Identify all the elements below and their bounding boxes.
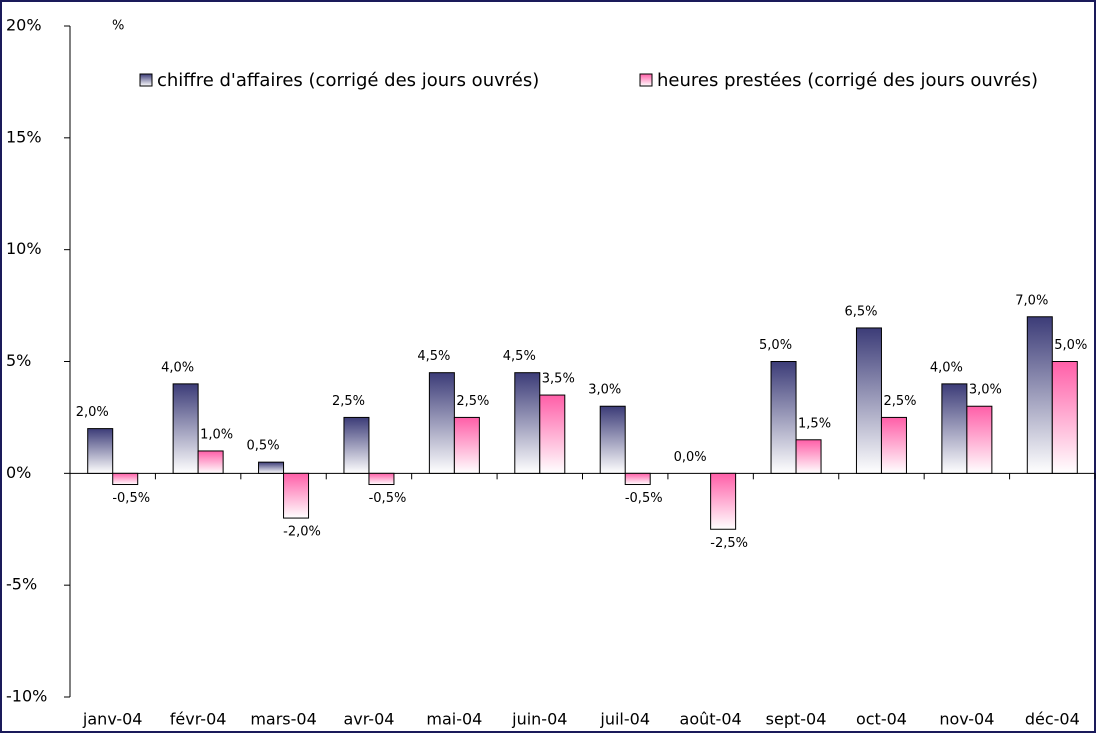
bar	[368, 472, 395, 486]
bar	[197, 450, 224, 474]
data-label: 2,5%	[332, 394, 365, 409]
data-label: 7,0%	[1015, 293, 1048, 308]
y-tick-label: 0%	[6, 463, 31, 482]
data-label: 4,0%	[161, 360, 194, 375]
x-tick-label: sept-04	[766, 710, 827, 729]
bar	[172, 383, 199, 474]
data-label: 1,5%	[798, 416, 831, 431]
data-label: 4,5%	[417, 349, 450, 364]
bar	[539, 394, 566, 474]
legend-label: heures prestées (corrigé des jours ouvré…	[657, 70, 1038, 91]
bar	[428, 372, 455, 474]
data-label: -0,5%	[369, 491, 407, 506]
bar	[283, 472, 310, 519]
bar	[1026, 316, 1053, 474]
y-tick-label: 5%	[6, 351, 31, 370]
x-tick-label: juin-04	[511, 710, 567, 729]
y-tick-label: 10%	[6, 239, 42, 258]
bar	[710, 472, 737, 530]
bar	[795, 439, 822, 474]
bar	[941, 383, 968, 474]
bar	[624, 472, 651, 486]
data-label: 3,0%	[588, 383, 621, 398]
x-tick-label: mars-04	[250, 710, 316, 729]
bar	[258, 461, 285, 474]
y-tick-label: 20%	[6, 16, 42, 35]
y-tick-label: -5%	[6, 575, 37, 594]
bar	[770, 361, 797, 474]
x-tick-label: juil-04	[599, 710, 650, 729]
bar	[87, 428, 114, 474]
x-tick-label: nov-04	[939, 710, 994, 729]
data-label: 0,0%	[674, 450, 707, 465]
legend-swatch	[139, 73, 153, 87]
bar	[599, 405, 626, 474]
x-tick-label: mai-04	[426, 710, 482, 729]
data-label: 6,5%	[844, 304, 877, 319]
data-label: 1,0%	[200, 427, 233, 442]
x-tick-label: janv-04	[82, 710, 143, 729]
bar	[453, 416, 480, 474]
data-label: 3,0%	[969, 383, 1002, 398]
data-label: -2,0%	[283, 525, 321, 540]
data-label: -0,5%	[625, 491, 663, 506]
data-label: 4,0%	[930, 360, 963, 375]
data-label: 5,0%	[1054, 338, 1087, 353]
bar	[855, 327, 882, 474]
bar	[1051, 361, 1078, 474]
x-tick-label: févr-04	[170, 710, 227, 729]
y-axis-label: %	[112, 19, 124, 34]
x-tick-label: août-04	[680, 710, 742, 729]
y-tick-label: 15%	[6, 127, 42, 146]
bar	[880, 416, 907, 474]
data-label: 2,5%	[456, 394, 489, 409]
bar	[966, 405, 993, 474]
x-tick-label: avr-04	[343, 710, 394, 729]
bar	[343, 416, 370, 474]
data-label: 2,0%	[76, 405, 109, 420]
bar	[112, 472, 139, 486]
data-label: 2,5%	[883, 394, 916, 409]
legend-swatch	[639, 73, 653, 87]
data-label: 3,5%	[542, 372, 575, 387]
legend-label: chiffre d'affaires (corrigé des jours ou…	[157, 70, 539, 91]
data-label: 4,5%	[503, 349, 536, 364]
data-label: -2,5%	[710, 536, 748, 551]
x-tick-label: oct-04	[856, 710, 907, 729]
data-label: 0,5%	[247, 439, 280, 454]
data-label: -0,5%	[112, 491, 150, 506]
bar	[514, 372, 541, 474]
x-tick-label: déc-04	[1025, 710, 1080, 729]
data-label: 5,0%	[759, 338, 792, 353]
y-tick-label: -10%	[6, 687, 47, 706]
